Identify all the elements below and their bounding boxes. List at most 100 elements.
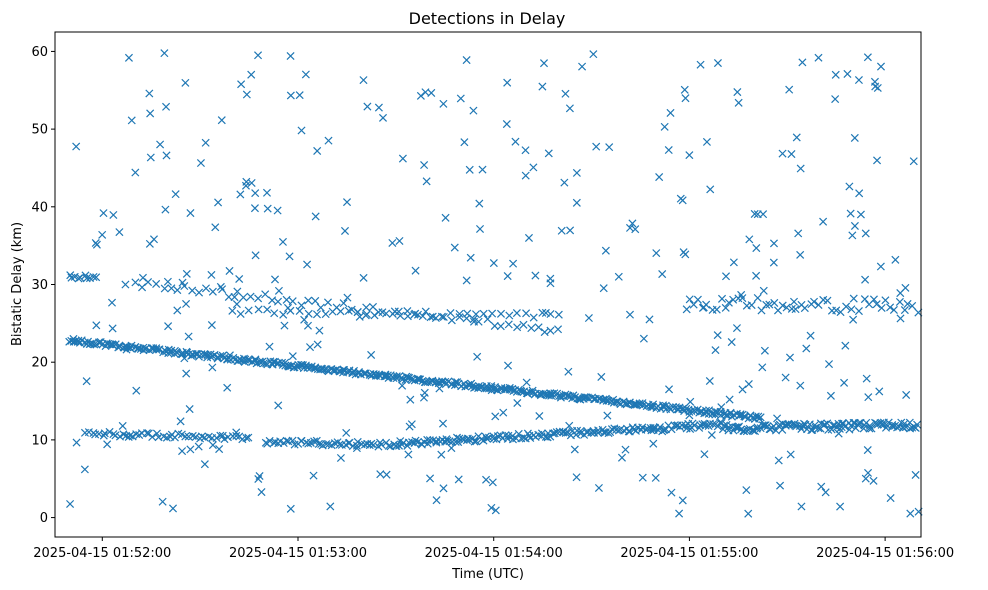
- scatter-point: [441, 213, 450, 222]
- scatter-point: [303, 260, 312, 269]
- y-tick-label: 10: [31, 433, 48, 448]
- scatter-point: [665, 385, 674, 394]
- scatter-point: [490, 385, 499, 394]
- scatter-point: [493, 432, 502, 441]
- scatter-point: [164, 322, 173, 331]
- scatter-point: [841, 341, 850, 350]
- scatter-point: [873, 156, 882, 165]
- scatter-point: [184, 332, 193, 341]
- scatter-point: [295, 91, 304, 100]
- scatter-point: [820, 420, 829, 429]
- scatter-point: [649, 439, 658, 448]
- scatter-point: [395, 236, 404, 245]
- scatter-point: [132, 386, 141, 395]
- scatter-point: [168, 504, 178, 513]
- scatter-point: [794, 229, 803, 238]
- scatter-point: [421, 307, 430, 316]
- scatter-point: [416, 91, 425, 100]
- scatter-point: [625, 223, 635, 232]
- scatter-point: [625, 310, 635, 319]
- scatter-point: [753, 423, 762, 432]
- scatter-point: [465, 435, 474, 444]
- scatter-point: [182, 269, 191, 278]
- scatter-point: [312, 310, 322, 319]
- scatter-point: [487, 503, 496, 512]
- scatter-point: [236, 309, 245, 319]
- scatter-point: [270, 309, 279, 318]
- scatter-point: [254, 294, 263, 303]
- scatter-point: [432, 496, 441, 505]
- scatter-point: [687, 406, 696, 416]
- scatter-point: [682, 305, 691, 314]
- scatter-point: [298, 361, 308, 370]
- scatter-point: [378, 113, 388, 122]
- scatter-point: [744, 380, 753, 389]
- scatter-point: [702, 137, 711, 146]
- scatter-point: [197, 432, 206, 441]
- scatter-point: [534, 323, 543, 332]
- scatter-point: [786, 450, 795, 459]
- scatter-point: [242, 434, 251, 443]
- scatter-point: [479, 309, 488, 318]
- scatter-point: [809, 297, 819, 306]
- scatter-point: [774, 456, 783, 465]
- scatter-point: [863, 53, 872, 62]
- scatter-point: [572, 473, 581, 482]
- scatter-point: [886, 303, 895, 312]
- scatter-point: [216, 351, 225, 361]
- scatter-point: [678, 196, 687, 205]
- scatter-point: [91, 238, 100, 248]
- scatter-point: [288, 436, 297, 445]
- scatter-point: [519, 320, 528, 329]
- scatter-point: [717, 403, 726, 412]
- scatter-point: [324, 136, 333, 145]
- scatter-point: [546, 310, 555, 319]
- scatter-point: [680, 85, 689, 94]
- scatter-point: [670, 421, 679, 430]
- scatter-point: [592, 142, 601, 151]
- scatter-point: [80, 465, 89, 474]
- scatter-point: [336, 453, 345, 463]
- scatter-point: [469, 106, 478, 115]
- scatter-point: [834, 429, 843, 438]
- scatter-point: [759, 286, 768, 295]
- scatter-point: [326, 502, 335, 511]
- scatter-point: [148, 433, 157, 442]
- scatter-point: [751, 412, 760, 421]
- scatter-point: [247, 178, 256, 188]
- scatter-point: [160, 49, 169, 58]
- scatter-point: [649, 423, 658, 432]
- scatter-point: [105, 427, 114, 436]
- scatter-point: [315, 326, 324, 335]
- scatter-point: [66, 271, 75, 280]
- scatter-point: [288, 352, 297, 361]
- scatter-point: [309, 471, 318, 480]
- scatter-point: [439, 484, 448, 493]
- scatter-point: [413, 310, 422, 319]
- scatter-point: [509, 259, 518, 268]
- scatter-point: [411, 309, 420, 318]
- scatter-point: [752, 271, 761, 280]
- scatter-point: [382, 470, 391, 479]
- scatter-point: [584, 313, 593, 323]
- scatter-point: [843, 69, 852, 78]
- scatter-point: [554, 325, 563, 334]
- scatter-point: [821, 488, 830, 497]
- scatter-point: [564, 367, 573, 376]
- scatter-point: [296, 360, 305, 370]
- scatter-point: [398, 154, 407, 163]
- scatter-point: [758, 363, 767, 372]
- scatter-point: [712, 305, 721, 314]
- scatter-point: [732, 324, 741, 333]
- scatter-point: [535, 411, 544, 421]
- scatter-point: [474, 317, 483, 326]
- scatter-point: [787, 150, 796, 159]
- scatter-point: [478, 165, 487, 174]
- scatter-point: [115, 228, 124, 237]
- scatter-point: [244, 433, 253, 442]
- x-tick-label: 2025-04-15 01:55:00: [620, 546, 758, 561]
- scatter-point: [487, 386, 496, 395]
- scatter-point: [186, 445, 195, 454]
- scatter-point: [420, 388, 429, 397]
- scatter-point: [162, 102, 171, 111]
